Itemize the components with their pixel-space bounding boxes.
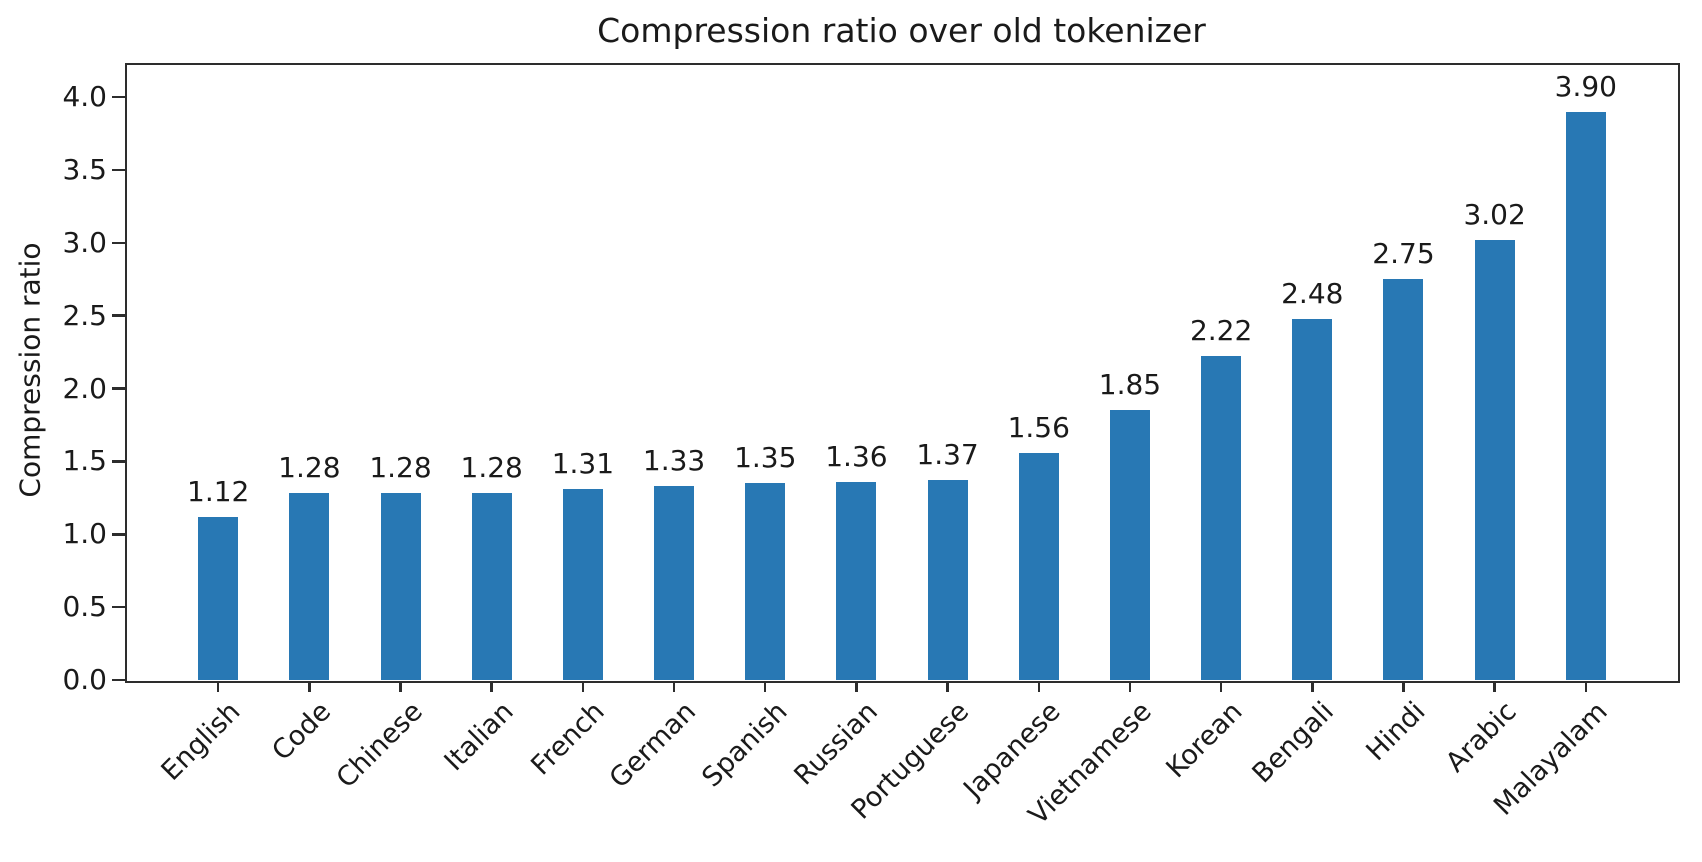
bar-spanish — [745, 483, 786, 680]
y-tick-label: 3.0 — [62, 225, 107, 259]
bar-korean — [1201, 356, 1242, 680]
x-tick-label: Arabic — [1440, 696, 1523, 779]
x-tick-label: Chinese — [330, 696, 429, 795]
bar-bengali — [1292, 318, 1333, 680]
bar-value-label: 3.02 — [1463, 197, 1526, 231]
bar-value-label: 1.28 — [460, 451, 523, 485]
x-tick-mark — [1493, 682, 1496, 692]
x-tick-mark — [855, 682, 858, 692]
y-tick-label: 3.5 — [62, 152, 107, 186]
x-tick-label: Korean — [1160, 696, 1250, 785]
bar-value-label: 1.12 — [187, 474, 250, 508]
bar-code — [289, 493, 330, 680]
y-tick-mark — [112, 605, 125, 609]
chart-title: Compression ratio over old tokenizer — [597, 11, 1206, 50]
bar-french — [562, 489, 603, 680]
x-tick-mark — [490, 682, 493, 692]
bar-value-label: 1.35 — [734, 441, 797, 475]
bar-value-label: 3.90 — [1554, 69, 1617, 103]
bar-hindi — [1383, 279, 1424, 680]
plot-area — [124, 62, 1680, 683]
bar-value-label: 1.85 — [1098, 368, 1162, 402]
bar-japanese — [1018, 452, 1059, 680]
bar-value-label: 2.48 — [1281, 276, 1344, 310]
bar-chinese — [380, 493, 421, 680]
x-tick-mark — [1584, 682, 1588, 692]
x-tick-mark — [1037, 682, 1040, 692]
bar-value-label: 1.37 — [916, 438, 979, 472]
bar-malayalam — [1565, 111, 1606, 680]
x-tick-mark — [581, 682, 585, 692]
y-tick-mark — [112, 387, 125, 390]
x-tick-mark — [216, 682, 220, 692]
x-tick-mark — [1128, 682, 1132, 692]
bar-german — [654, 486, 695, 680]
y-tick-label: 0.0 — [62, 663, 107, 696]
x-tick-label: French — [525, 696, 611, 782]
bar-value-label: 2.75 — [1372, 237, 1435, 271]
bar-arabic — [1474, 239, 1515, 680]
bar-value-label: 1.56 — [1007, 410, 1070, 444]
y-tick-label: 1.0 — [62, 517, 107, 551]
y-tick-mark — [112, 678, 125, 682]
bar-value-label: 1.33 — [642, 444, 706, 478]
x-tick-mark — [946, 682, 949, 692]
bar-value-label: 1.28 — [278, 451, 341, 485]
x-tick-label: Italian — [438, 696, 520, 778]
x-tick-mark — [1402, 682, 1405, 692]
x-tick-label: English — [155, 696, 247, 787]
y-tick-mark — [112, 533, 125, 536]
bar-russian — [836, 481, 877, 680]
y-tick-label: 4.0 — [62, 80, 107, 114]
x-tick-label: Hindi — [1360, 696, 1432, 768]
bar-vietnamese — [1109, 410, 1150, 680]
x-tick-label: Bengali — [1246, 696, 1341, 790]
bar-portuguese — [927, 480, 968, 680]
x-tick-label: German — [603, 696, 702, 795]
y-tick-mark — [112, 241, 125, 245]
bar-value-label: 1.31 — [551, 447, 615, 481]
x-tick-mark — [399, 682, 402, 692]
bar-english — [198, 516, 239, 680]
x-tick-mark — [763, 682, 767, 692]
bar-value-label: 1.36 — [825, 439, 888, 473]
x-tick-mark — [672, 682, 676, 692]
y-tick-label: 0.5 — [62, 590, 107, 624]
y-tick-label: 2.5 — [62, 298, 107, 332]
y-tick-label: 2.0 — [62, 371, 107, 405]
x-tick-label: Spanish — [695, 696, 794, 794]
bar-italian — [471, 493, 512, 680]
x-tick-mark — [1311, 682, 1314, 692]
y-tick-mark — [112, 95, 125, 99]
x-tick-mark — [308, 682, 311, 692]
y-tick-mark — [112, 460, 125, 463]
x-tick-label: Code — [266, 696, 338, 767]
x-tick-mark — [1219, 682, 1223, 692]
y-tick-mark — [112, 314, 125, 317]
y-tick-label: 1.5 — [62, 444, 107, 478]
y-tick-mark — [112, 168, 125, 172]
bar-value-label: 2.22 — [1189, 314, 1253, 348]
bar-value-label: 1.28 — [369, 451, 432, 485]
